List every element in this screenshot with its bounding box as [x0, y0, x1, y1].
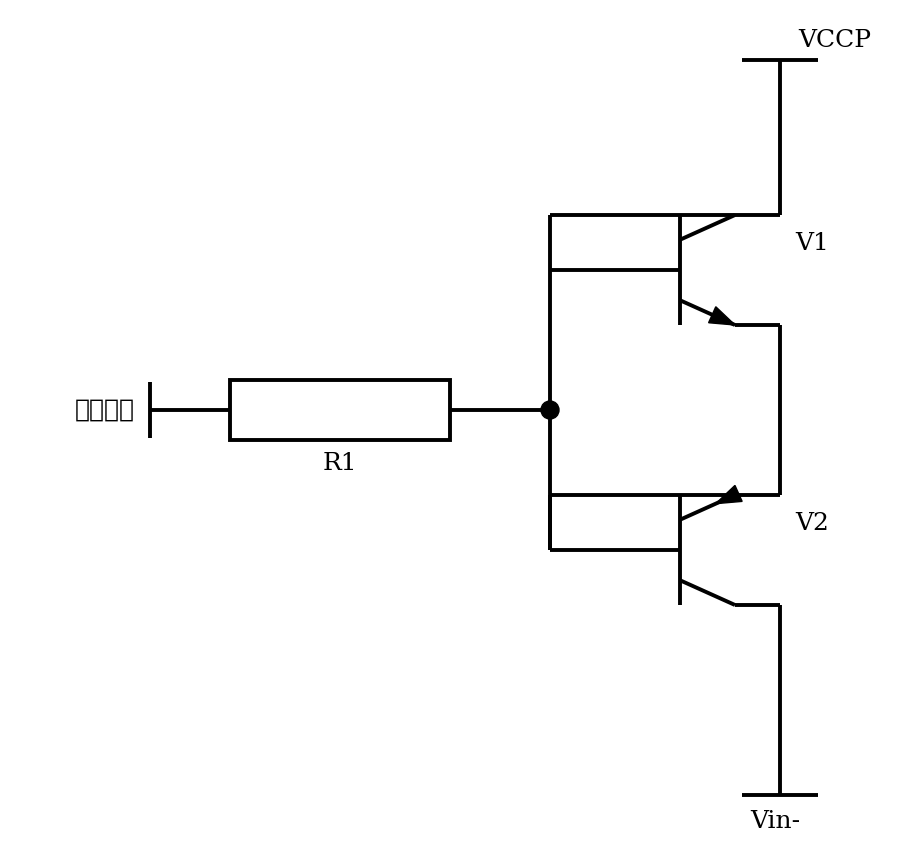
Polygon shape [709, 307, 735, 325]
Text: 输入信号: 输入信号 [75, 398, 135, 422]
Text: V1: V1 [795, 232, 829, 255]
Text: Vin-: Vin- [750, 810, 800, 833]
Text: VCCP: VCCP [798, 29, 871, 52]
Text: V2: V2 [795, 512, 829, 535]
Circle shape [541, 401, 559, 419]
Text: R1: R1 [323, 452, 357, 475]
Polygon shape [716, 485, 742, 504]
Bar [230, 380, 450, 440]
